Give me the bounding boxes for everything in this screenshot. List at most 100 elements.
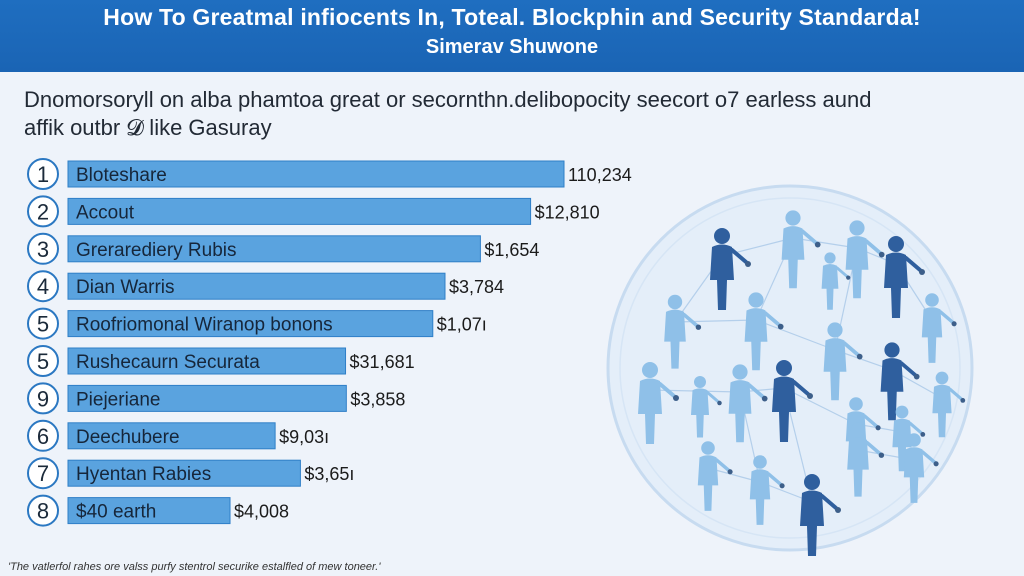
person-icon [697, 441, 733, 511]
person-body [728, 380, 752, 443]
person-head [925, 293, 939, 307]
bar [67, 497, 231, 525]
network-link [792, 237, 858, 249]
person-arm [658, 382, 676, 398]
person-arm [938, 310, 955, 324]
value-label: $12,810 [535, 202, 600, 222]
person-icon [749, 455, 785, 525]
value-label: $3,784 [449, 277, 504, 297]
bar [67, 160, 565, 188]
category-label: Piejeriane [76, 389, 161, 410]
category-label: Hyentan Rabies [76, 464, 211, 485]
page-title: How To Greatmal infiocents In, Toteal. B… [103, 4, 921, 30]
bar [67, 235, 481, 263]
person-icon [884, 236, 925, 318]
person-body [638, 378, 662, 444]
person-icon [823, 322, 863, 401]
footnote: 'The vatlerfol rahes ore valss purfy ste… [8, 561, 381, 573]
person-body [932, 384, 952, 438]
person-head [850, 422, 866, 438]
person-head [753, 455, 767, 469]
person-body [823, 338, 847, 401]
person-icon [728, 364, 768, 443]
person-head [884, 342, 900, 358]
network-node [856, 353, 863, 360]
category-label: Grerarediery Rubis [76, 240, 237, 261]
network-node [878, 251, 885, 258]
person-head [849, 220, 865, 236]
bar [67, 459, 301, 487]
network-node [777, 323, 784, 330]
network-link [783, 387, 857, 425]
value-label: $1,07ı [437, 315, 487, 335]
value-label: $3,65ı [304, 464, 354, 484]
person-body [903, 447, 925, 503]
rank-circle [27, 232, 59, 265]
person-icon [880, 342, 920, 421]
rank-circle [27, 494, 59, 527]
network-node [875, 425, 881, 431]
person-body [744, 308, 768, 371]
value-label: $9,03ı [279, 427, 329, 447]
person-arm [899, 361, 917, 377]
value-label: $1,654 [484, 240, 539, 260]
rank-number: 3 [37, 237, 49, 262]
person-head [935, 371, 949, 385]
bar [67, 197, 532, 225]
person-arm [747, 383, 765, 399]
rank-circle [27, 382, 59, 415]
person-head [849, 397, 863, 411]
person-arm [706, 391, 720, 403]
rank-number: 5 [37, 312, 49, 337]
person-head [804, 474, 820, 490]
person-icon [847, 422, 885, 497]
category-label: Dian Warris [76, 277, 175, 298]
bar [67, 422, 276, 450]
person-arm [792, 380, 810, 396]
person-body [845, 236, 869, 299]
person-body [892, 418, 912, 472]
person-icon [638, 362, 679, 444]
rank-number: 8 [37, 499, 49, 524]
network-node [951, 321, 957, 327]
person-arm [948, 387, 963, 401]
person-arm [763, 311, 781, 327]
rank-circle [27, 307, 59, 340]
person-arm [920, 450, 937, 464]
page-subtitle: Simerav Shuwone [425, 36, 599, 58]
person-body [800, 490, 824, 556]
person-icon [845, 220, 885, 299]
person-body [691, 388, 709, 438]
title-banner: How To Greatmal infiocents In, Toteal. B… [0, 0, 1024, 72]
value-label: 110,234 [568, 165, 632, 185]
network-node [727, 469, 733, 475]
person-head [732, 364, 748, 380]
category-label: Bloteshare [76, 165, 167, 186]
rank-circle [27, 195, 59, 228]
person-arm [714, 458, 731, 472]
category-label: Deechubere [76, 427, 180, 448]
person-body [884, 252, 908, 318]
network-node [920, 432, 926, 437]
intro-line-2: affik outbr 𝓓 like Gasuray [24, 115, 272, 140]
network-node [919, 269, 925, 275]
category-label: Accout [76, 202, 135, 223]
person-head [824, 252, 836, 264]
person-body [749, 469, 771, 525]
person-arm [800, 229, 818, 245]
person-icon [772, 360, 813, 442]
bar [67, 347, 347, 375]
person-head [895, 405, 909, 419]
category-label: $40 earth [76, 502, 156, 523]
bar-series [67, 160, 565, 525]
person-head [694, 376, 706, 388]
person-arm [842, 341, 860, 357]
globe-inner-ring [619, 197, 961, 539]
network-node [717, 400, 722, 406]
intro-text: Dnomorsoryll on alba phamtoa great or se… [24, 86, 984, 142]
rank-circle [27, 419, 59, 452]
person-body [880, 358, 904, 421]
rank-number: 9 [37, 386, 49, 411]
person-icon [781, 210, 821, 289]
rank-number: 6 [37, 424, 49, 449]
